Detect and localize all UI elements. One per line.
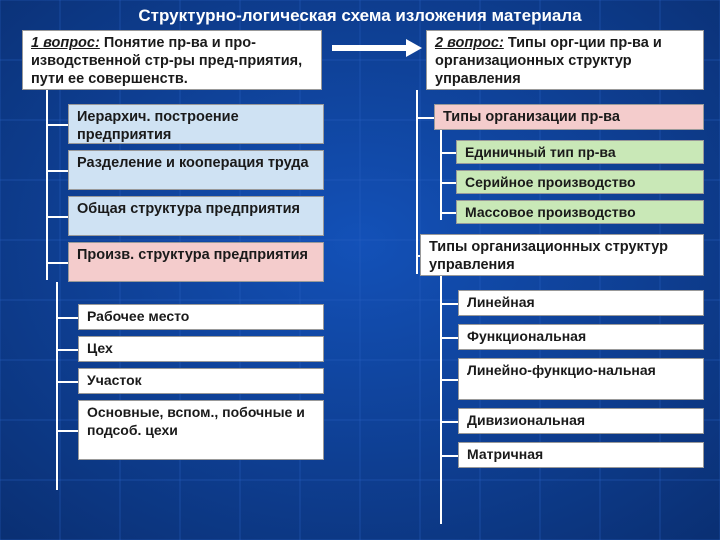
left-g1-branch-1 [46,170,68,172]
left-spine-2 [56,300,58,490]
right-types-mgmt: Типы организационных структур управления [420,234,704,276]
left-g1-box-2: Общая структура предприятия [68,196,324,236]
right-subtype-0: Единичный тип пр-ва [456,140,704,164]
right-mgmt-branch-3 [440,421,458,423]
right-subtype-1: Серийное производство [456,170,704,194]
right-branch-typesprod [416,117,434,119]
right-spine-top [416,96,418,274]
left-g2-branch-1 [56,349,78,351]
right-branch-typesmgmt [416,255,420,257]
right-mgmt-2: Линейно-функцио-нальная [458,358,704,400]
left-g1-branch-0 [46,124,68,126]
left-g2-branch-3 [56,430,78,432]
right-sub-spine-conn [440,130,442,138]
left-g2-box-3: Основные, вспом., побочные и подсоб. цех… [78,400,324,460]
right-types-prod: Типы организации пр-ва [434,104,704,130]
right-mgmt-4: Матричная [458,442,704,468]
left-g1-branch-2 [46,216,68,218]
left-g1-box-3: Произв. структура предприятия [68,242,324,282]
left-g1-box-1: Разделение и кооперация труда [68,150,324,190]
page-title: Структурно-логическая схема изложения ма… [0,6,720,26]
right-mgmt-branch-4 [440,455,458,457]
right-spine-top-conn [416,90,418,98]
question-2-label: 2 вопрос: [435,35,504,51]
left-g2-box-2: Участок [78,368,324,394]
right-sub-branch-2 [440,212,456,214]
left-g2-branch-0 [56,317,78,319]
diagram-content: Структурно-логическая схема изложения ма… [0,0,720,540]
right-mgmt-branch-2 [440,379,458,381]
left-spine-2-top [56,282,58,302]
right-mgmt-1: Функциональная [458,324,704,350]
left-g1-branch-3 [46,262,68,264]
right-sub-spine [440,136,442,220]
right-mgmt-0: Линейная [458,290,704,316]
question-1-label: 1 вопрос: [31,35,100,51]
left-g2-box-1: Цех [78,336,324,362]
right-mgmt-spine [440,284,442,524]
left-g2-branch-2 [56,381,78,383]
right-subtype-2: Массовое производство [456,200,704,224]
left-g1-box-0: Иерархич. построение предприятия [68,104,324,144]
right-mgmt-branch-0 [440,303,458,305]
right-sub-branch-1 [440,182,456,184]
question-1-box: 1 вопрос: Понятие пр-ва и про-изводствен… [22,30,322,90]
arrow-head [406,39,422,57]
left-spine-1-top [46,90,48,98]
right-mgmt-3: Дивизиональная [458,408,704,434]
right-mgmt-branch-1 [440,337,458,339]
right-sub-branch-0 [440,152,456,154]
arrow-shaft [332,45,408,51]
left-g2-box-0: Рабочее место [78,304,324,330]
right-mgmt-spine-conn [440,276,442,286]
question-2-box: 2 вопрос: Типы орг-ции пр-ва и организац… [426,30,704,90]
